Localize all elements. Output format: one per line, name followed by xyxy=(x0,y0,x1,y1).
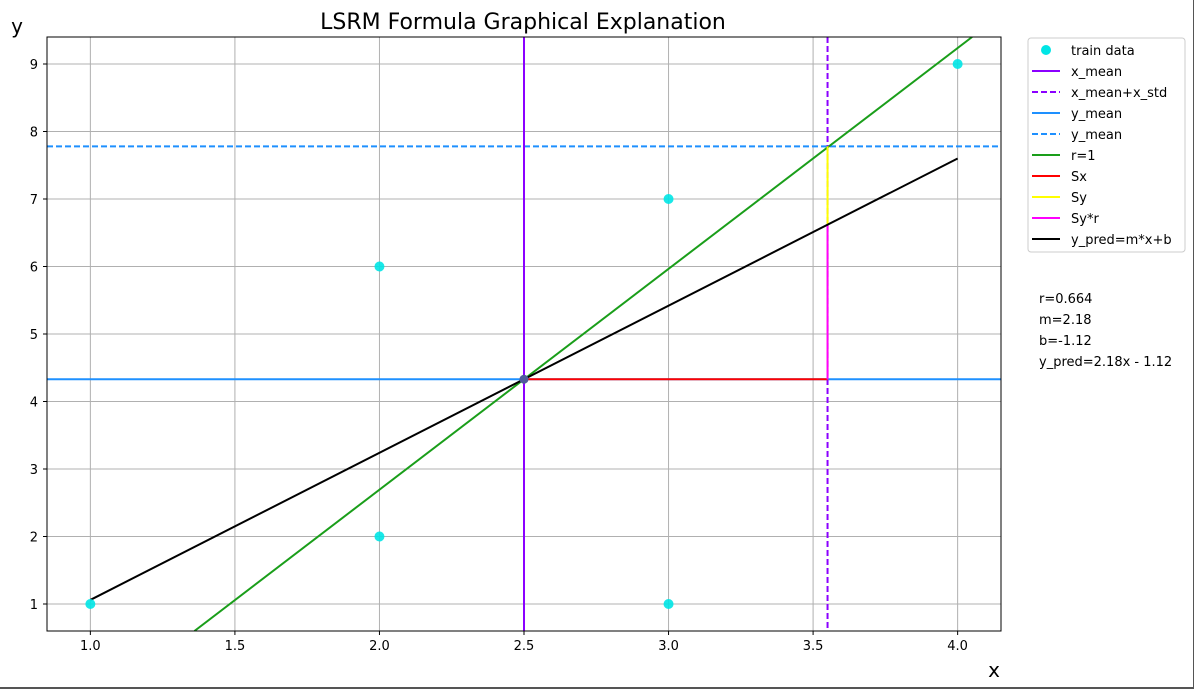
legend-sx-label: Sx xyxy=(1071,170,1087,185)
x-tick-label: 3.0 xyxy=(658,639,679,654)
legend-box xyxy=(1027,37,1186,253)
x-tick-label: 3.5 xyxy=(803,639,824,654)
train-data-point xyxy=(85,599,96,609)
legend-sy-r-label: Sy*r xyxy=(1071,212,1099,227)
ticks: 1.0 1.5 2.0 2.5 3.0 3.5 4.0 1 2 3 4 5 6 7 8 9 xyxy=(30,58,968,654)
y-tick-label: 5 xyxy=(30,328,38,343)
train-data-point xyxy=(663,599,674,609)
legend: train data x_mean x_mean+x_std y_mean y_mean… xyxy=(1027,37,1186,253)
y-tick-label: 7 xyxy=(30,193,38,208)
legend-y-pred-m-x-b-label: y_pred=m*x+b xyxy=(1071,233,1172,248)
y-axis-label: y xyxy=(11,14,23,38)
y-tick-label: 3 xyxy=(30,463,38,478)
legend-r-1-label: r=1 xyxy=(1071,149,1096,164)
legend-train-data-marker xyxy=(1041,45,1051,55)
y-tick-label: 6 xyxy=(30,261,38,276)
stats-annotation: m=2.18 xyxy=(1039,313,1092,328)
y-tick-label: 9 xyxy=(30,58,38,73)
train-data-point xyxy=(663,194,674,204)
plot-area xyxy=(47,37,1001,631)
mean-point xyxy=(519,374,529,384)
train-data-point xyxy=(952,59,963,69)
y-tick-label: 4 xyxy=(30,396,38,411)
x-tick-label: 1.5 xyxy=(225,639,246,654)
legend-sy-label: Sy xyxy=(1071,191,1087,206)
train-data-point xyxy=(374,261,385,272)
legend-y-mean-label: y_mean xyxy=(1071,128,1122,143)
x-tick-label: 2.0 xyxy=(369,639,390,654)
stats-annotation: r=0.664 xyxy=(1039,292,1092,307)
stats-annotation: y_pred=2.18x - 1.12 xyxy=(1039,355,1172,370)
stats-annotation: b=-1.12 xyxy=(1039,334,1092,349)
train-data-point xyxy=(374,531,385,542)
plot-frame xyxy=(46,36,1002,632)
y-tick-label: 8 xyxy=(30,126,38,141)
legend-x-mean-x-std-label: x_mean+x_std xyxy=(1071,86,1167,101)
x-tick-label: 2.5 xyxy=(514,639,535,654)
y-tick-label: 2 xyxy=(30,531,38,546)
x-tick-label: 4.0 xyxy=(947,639,968,654)
x-axis-label: x xyxy=(988,658,1000,682)
x-tick-label: 1.0 xyxy=(80,639,101,654)
legend-x-mean-label: x_mean xyxy=(1071,65,1122,80)
series-r-1-line xyxy=(193,37,973,631)
stats-annotations: r=0.664 m=2.18 b=-1.12 y_pred=2.18x - 1.12 xyxy=(1039,292,1172,370)
legend-y-mean-label: y_mean xyxy=(1071,107,1122,122)
legend-train-data-label: train data xyxy=(1071,44,1135,59)
y-tick-label: 1 xyxy=(30,598,38,613)
chart-title: LSRM Formula Graphical Explanation xyxy=(320,10,726,35)
